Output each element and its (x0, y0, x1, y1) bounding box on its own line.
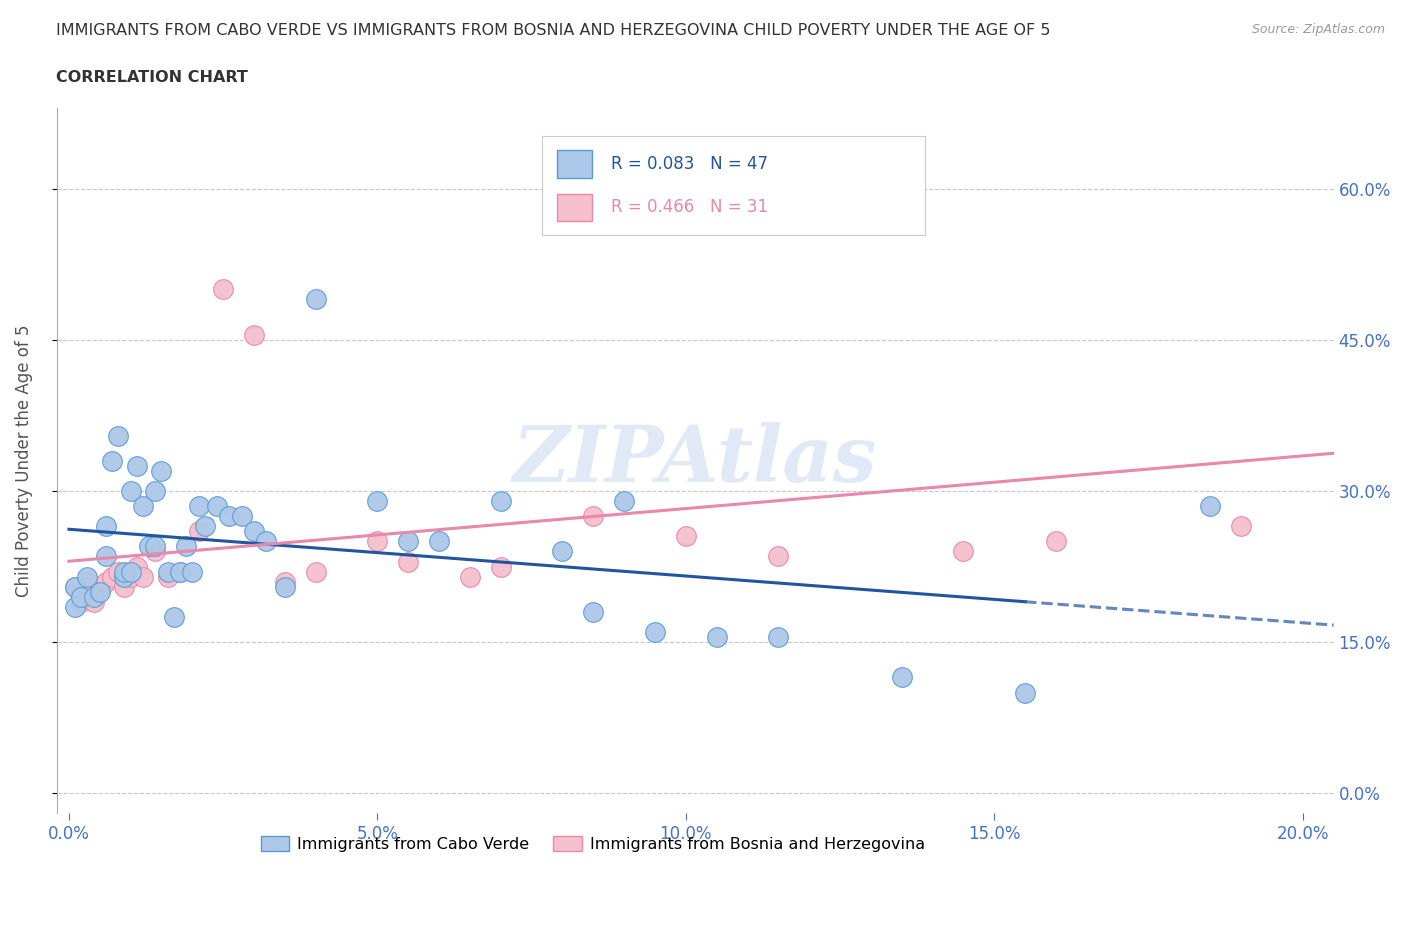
Point (120, 569, 142, 584)
Point (156, 569, 179, 584)
Point (169, 565, 191, 579)
Point (174, 539, 197, 554)
Point (63, 579, 86, 594)
Point (205, 498, 228, 513)
Point (243, 327, 266, 342)
Point (114, 565, 136, 579)
Point (768, 549, 790, 564)
Text: IMMIGRANTS FROM CABO VERDE VS IMMIGRANTS FROM BOSNIA AND HERZEGOVINA CHILD POVER: IMMIGRANTS FROM CABO VERDE VS IMMIGRANTS… (56, 23, 1050, 38)
Point (768, 630, 790, 644)
Point (101, 453, 124, 468)
Point (132, 569, 155, 584)
Point (114, 579, 136, 594)
Point (76, 574, 98, 589)
Point (125, 458, 148, 473)
Point (70, 590, 93, 604)
Point (644, 625, 666, 640)
Point (551, 544, 574, 559)
Point (156, 565, 179, 579)
Point (1045, 534, 1067, 549)
Point (194, 519, 217, 534)
Point (489, 559, 512, 574)
Point (613, 494, 636, 509)
Point (125, 559, 148, 574)
Point (305, 292, 328, 307)
Point (274, 579, 297, 594)
Point (63, 579, 86, 594)
Point (427, 534, 450, 549)
Point (582, 509, 605, 524)
Point (114, 569, 136, 584)
Point (706, 630, 728, 644)
Point (70, 594, 93, 609)
Text: Source: ZipAtlas.com: Source: ZipAtlas.com (1251, 23, 1385, 36)
Point (305, 565, 328, 579)
Point (83, 594, 105, 609)
Point (396, 534, 419, 549)
Point (89, 579, 111, 594)
Point (107, 428, 129, 443)
Text: CORRELATION CHART: CORRELATION CHART (56, 70, 247, 85)
Point (187, 524, 209, 538)
Point (76, 569, 98, 584)
Point (132, 498, 155, 513)
Legend: Immigrants from Cabo Verde, Immigrants from Bosnia and Herzegovina: Immigrants from Cabo Verde, Immigrants f… (254, 830, 932, 858)
Point (163, 609, 186, 624)
Point (120, 565, 142, 579)
Point (187, 498, 209, 513)
Point (231, 509, 253, 524)
Point (274, 574, 297, 589)
Point (458, 569, 481, 584)
Point (489, 494, 512, 509)
Point (120, 484, 142, 498)
Y-axis label: Child Poverty Under the Age of 5: Child Poverty Under the Age of 5 (15, 325, 32, 597)
Point (89, 584, 111, 599)
Point (952, 544, 974, 559)
Point (366, 534, 388, 549)
Point (396, 554, 419, 569)
Point (138, 539, 160, 554)
Point (101, 569, 124, 584)
Point (830, 156, 852, 171)
Point (143, 484, 166, 498)
Point (150, 463, 173, 478)
Point (254, 534, 277, 549)
Point (83, 590, 105, 604)
Point (243, 524, 266, 538)
Point (94, 549, 117, 564)
Point (582, 604, 605, 619)
Point (63, 600, 86, 615)
Point (890, 670, 912, 684)
Point (218, 509, 240, 524)
Point (1199, 498, 1222, 513)
Point (143, 544, 166, 559)
Point (1230, 519, 1253, 534)
Point (94, 519, 117, 534)
Text: ZIPAtlas: ZIPAtlas (513, 422, 877, 499)
Point (181, 565, 204, 579)
Point (366, 494, 388, 509)
Point (675, 529, 697, 544)
Point (169, 565, 191, 579)
Point (107, 565, 129, 579)
Point (212, 282, 235, 297)
Point (94, 574, 117, 589)
Point (1014, 685, 1036, 700)
Point (143, 539, 166, 554)
